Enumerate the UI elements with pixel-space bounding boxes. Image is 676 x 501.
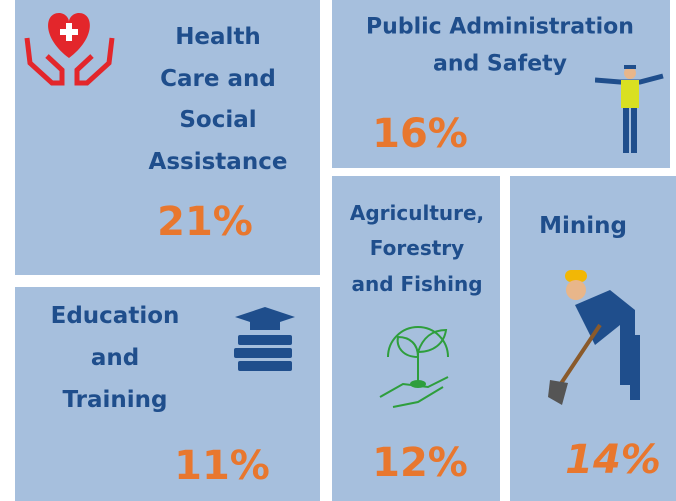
health-icon	[24, 13, 115, 86]
tile-title: Public Administration	[366, 14, 634, 40]
tile-title: Care and	[160, 66, 276, 92]
tile-title: and	[90, 345, 140, 371]
miner-icon	[548, 270, 640, 405]
tile-title: Forestry	[369, 236, 465, 260]
officer-icon	[595, 65, 664, 153]
tile-title: Health	[175, 24, 261, 50]
tile-title: Agriculture,	[349, 201, 485, 225]
tile-value: 14%	[565, 437, 661, 483]
tile-value: 21%	[157, 199, 253, 245]
tile-title: and Safety	[433, 51, 567, 77]
tile-value: 11%	[174, 443, 270, 489]
tile-value: 16%	[372, 111, 468, 157]
books-icon	[234, 307, 295, 371]
tile-value: 12%	[372, 440, 468, 486]
tile-title: Social	[179, 107, 257, 133]
tile-title: Education	[50, 303, 180, 329]
tile-title: Training	[62, 387, 168, 413]
plant-icon	[379, 326, 449, 408]
tile-agriculture	[332, 176, 500, 501]
tile-title: and Fishing	[351, 272, 483, 296]
tile-title: Mining	[539, 213, 627, 239]
tile-title: Assistance	[148, 149, 288, 175]
